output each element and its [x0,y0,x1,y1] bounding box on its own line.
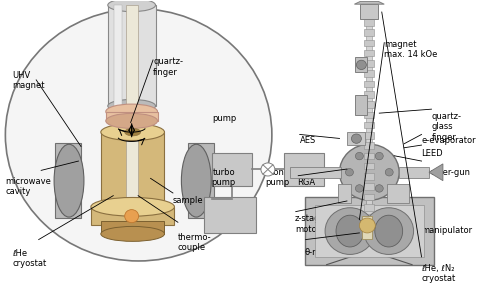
Bar [356,95,368,115]
Bar [364,194,374,200]
Text: ion
pump: ion pump [265,168,289,187]
Bar [364,132,374,139]
Bar [364,70,374,77]
Bar [364,184,374,190]
Circle shape [356,185,364,192]
Ellipse shape [106,104,158,119]
Bar [284,153,324,186]
Ellipse shape [325,208,375,255]
Bar [55,143,81,218]
Bar [188,143,214,218]
Circle shape [340,144,399,200]
Bar [126,5,138,211]
Bar [362,216,372,239]
Text: LEED: LEED [422,149,443,158]
Circle shape [352,134,362,143]
Text: quartz-
glass
finger: quartz- glass finger [432,112,462,142]
Text: sputter-gun: sputter-gun [422,168,470,177]
Ellipse shape [182,144,211,217]
Bar [356,57,368,72]
Bar [348,132,366,145]
Circle shape [376,152,384,160]
Ellipse shape [124,128,140,136]
Polygon shape [354,1,384,4]
Circle shape [124,209,138,223]
Ellipse shape [101,226,164,241]
Ellipse shape [106,113,158,128]
Bar [364,29,374,36]
Bar [364,91,374,97]
Bar [364,60,374,67]
Bar [364,163,374,170]
Bar [364,101,374,108]
Text: magnet
max. 14 kOe: magnet max. 14 kOe [384,40,438,59]
Text: sample: sample [173,196,204,205]
Bar [364,204,374,211]
Circle shape [356,152,364,160]
Bar [364,214,374,221]
Ellipse shape [108,0,156,12]
Bar [366,6,372,216]
Text: pump: pump [212,115,236,123]
Text: e-evaporator: e-evaporator [422,136,476,145]
Circle shape [360,218,376,233]
Bar [364,142,374,149]
Circle shape [376,185,384,192]
Ellipse shape [101,124,164,141]
Text: AES: AES [300,136,316,145]
Bar [101,132,164,221]
Bar [108,5,156,106]
Ellipse shape [6,9,272,261]
Text: ℓHe
cryostat: ℓHe cryostat [12,249,46,268]
Bar [91,207,174,225]
Ellipse shape [375,215,402,247]
Bar [387,184,409,203]
Text: manipulator: manipulator [422,226,472,235]
Ellipse shape [108,99,156,113]
Ellipse shape [91,198,174,216]
Bar [364,40,374,46]
Bar [106,111,158,121]
Ellipse shape [54,144,84,217]
Circle shape [385,168,393,176]
Circle shape [261,163,275,176]
Bar [364,19,374,26]
Bar [364,122,374,128]
Text: UHV
magnet: UHV magnet [12,71,45,90]
Text: microwave
cavity: microwave cavity [6,177,51,196]
Bar [114,5,122,106]
Bar [212,153,252,186]
Ellipse shape [364,208,414,255]
Bar [399,167,429,178]
Bar [338,184,351,203]
Bar [314,205,424,257]
Bar [304,198,434,265]
Polygon shape [429,164,443,181]
Bar [366,200,372,252]
Bar [204,198,256,233]
Text: turbo
pump: turbo pump [212,168,236,187]
Text: ℓHe, ℓN₂
cryostat: ℓHe, ℓN₂ cryostat [422,264,456,283]
Bar [364,173,374,180]
Text: z-stage
motor: z-stage motor [295,214,326,234]
Bar [364,111,374,118]
Text: θ-motor: θ-motor [304,248,338,256]
Text: thermo-
couple: thermo- couple [178,233,212,252]
Bar [364,9,374,15]
Text: RGA: RGA [297,178,316,187]
Bar [290,167,342,178]
Bar [360,4,378,19]
Text: quartz-
finger: quartz- finger [153,57,183,77]
Bar [364,50,374,56]
Bar [101,221,164,234]
Circle shape [356,60,366,70]
Circle shape [346,168,354,176]
Bar [364,153,374,159]
Ellipse shape [336,215,364,247]
Bar [364,81,374,87]
